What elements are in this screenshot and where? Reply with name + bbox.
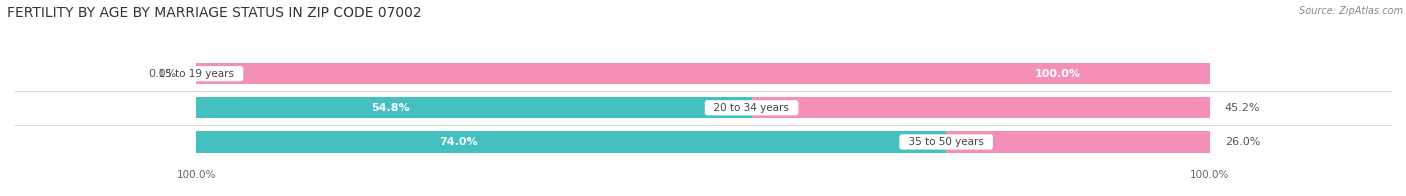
Text: 15 to 19 years: 15 to 19 years [152, 69, 240, 79]
Bar [197, 63, 1209, 84]
Bar [197, 97, 752, 118]
Text: 100.0%: 100.0% [1035, 69, 1081, 79]
Text: FERTILITY BY AGE BY MARRIAGE STATUS IN ZIP CODE 07002: FERTILITY BY AGE BY MARRIAGE STATUS IN Z… [7, 6, 422, 20]
Bar [946, 131, 1209, 152]
Bar [752, 97, 1209, 118]
Text: 35 to 50 years: 35 to 50 years [903, 137, 990, 147]
Text: 0.0%: 0.0% [148, 69, 176, 79]
Text: 45.2%: 45.2% [1225, 103, 1260, 113]
Bar [197, 131, 1209, 152]
Bar [197, 63, 1209, 84]
Bar [197, 97, 1209, 118]
Text: 74.0%: 74.0% [440, 137, 478, 147]
Text: 26.0%: 26.0% [1225, 137, 1260, 147]
Bar [197, 131, 946, 152]
Text: 54.8%: 54.8% [371, 103, 411, 113]
Text: Source: ZipAtlas.com: Source: ZipAtlas.com [1299, 6, 1403, 16]
Text: 20 to 34 years: 20 to 34 years [707, 103, 796, 113]
